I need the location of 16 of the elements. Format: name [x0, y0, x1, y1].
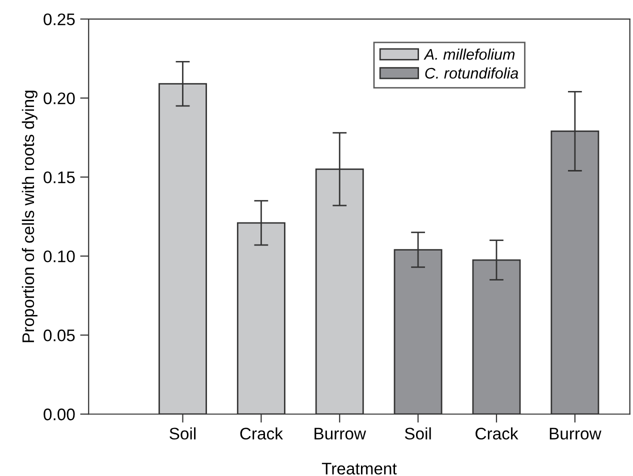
y-tick-label: 0.05	[44, 330, 75, 342]
y-tick-label: 0.15	[44, 171, 75, 184]
y-axis-title: Proportion of cells with roots dying	[22, 90, 38, 342]
x-tick-label: Soil	[404, 427, 431, 440]
y-tick-label: 0.00	[44, 408, 75, 420]
x-tick-label: Burrow	[550, 428, 602, 440]
x-axis-title: Treatment	[322, 462, 397, 475]
y-tick-label: 0.25	[44, 13, 75, 26]
x-tick-label: Burrow	[314, 428, 366, 440]
y-tick-label: 0.10	[44, 250, 75, 262]
x-tick-label: Crack	[476, 427, 518, 440]
x-tick-label: Crack	[240, 427, 283, 440]
legend-label: A. millefolium	[424, 48, 515, 60]
y-tick-label: 0.20	[44, 92, 75, 104]
x-tick-label: Soil	[170, 427, 196, 440]
legend-label: C. rotundifolia	[425, 67, 518, 79]
